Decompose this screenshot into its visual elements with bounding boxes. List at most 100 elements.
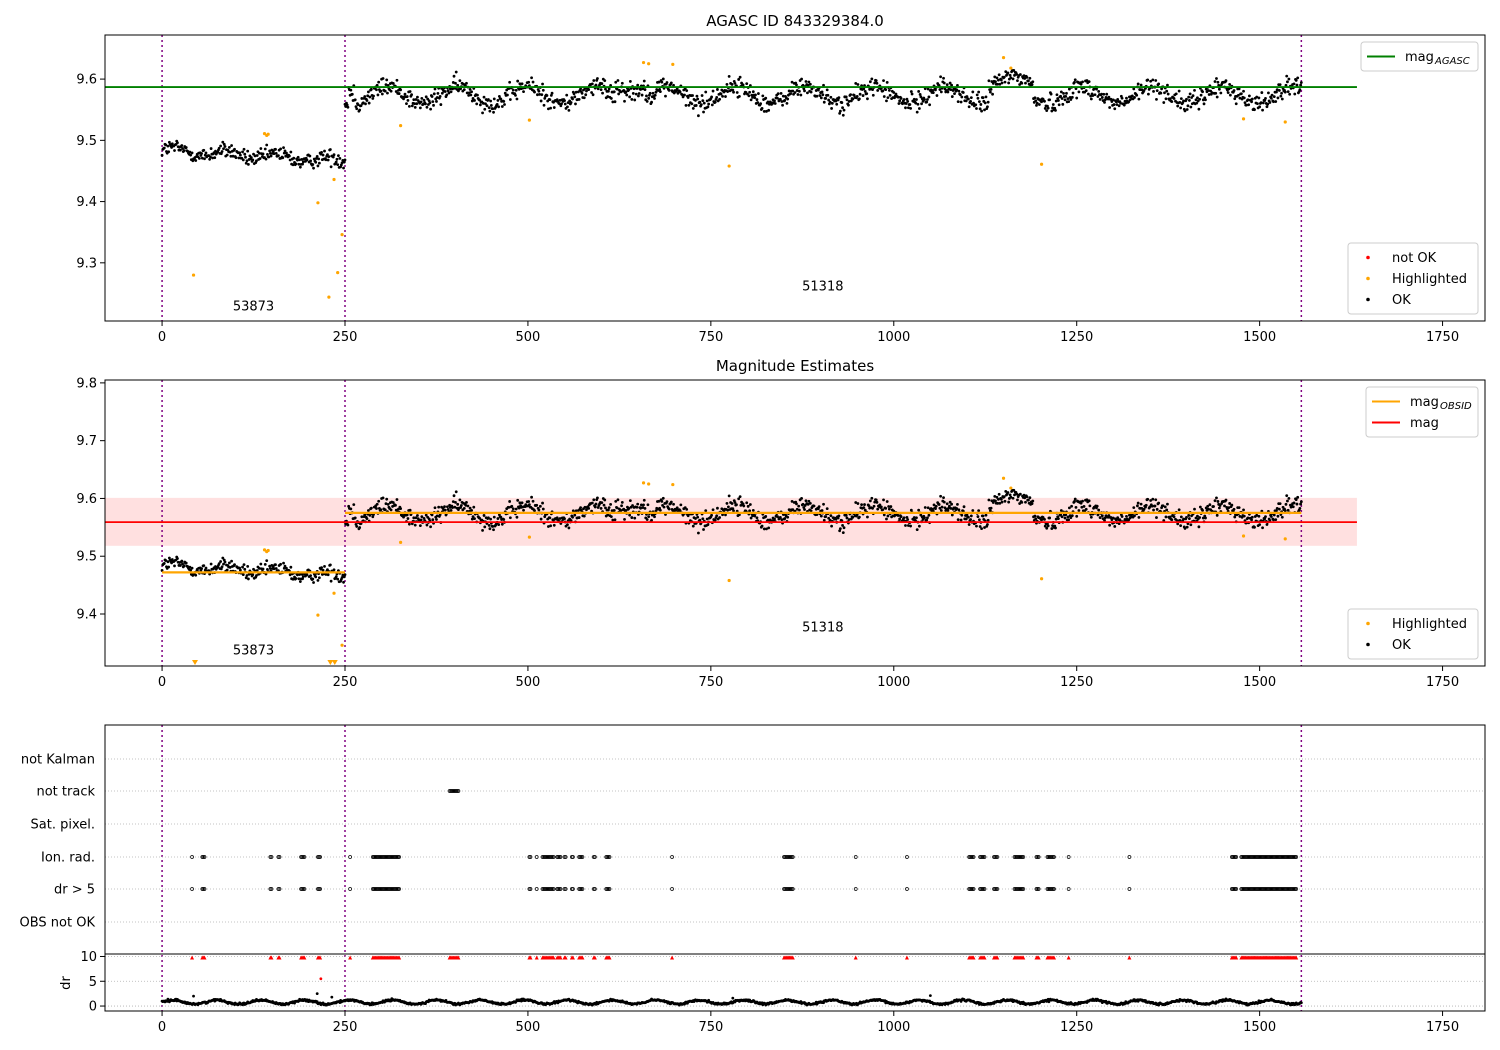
ok-point	[1066, 97, 1070, 100]
highlighted-point	[1039, 162, 1044, 166]
ok-point	[352, 503, 356, 507]
ok-point	[751, 514, 754, 518]
ok-point	[987, 498, 991, 502]
ok-point	[995, 76, 999, 80]
ok-point	[298, 158, 302, 162]
ok-point	[704, 509, 708, 513]
ok-point	[882, 79, 885, 83]
ok-point	[881, 89, 885, 93]
ok-point	[1204, 98, 1207, 102]
flag-point	[456, 789, 461, 793]
ok-point	[857, 97, 861, 101]
legend-label-subscript: AGASC	[1434, 56, 1470, 67]
ok-point	[925, 518, 929, 522]
ok-point	[255, 154, 259, 157]
ok-point	[249, 156, 253, 159]
ok-point	[868, 80, 872, 84]
ok-point	[265, 559, 269, 563]
ok-point	[464, 503, 468, 507]
ok-point	[983, 108, 986, 112]
flag-point	[201, 855, 206, 859]
ok-point	[606, 513, 610, 517]
ok-point	[650, 100, 653, 104]
ok-point	[841, 524, 844, 527]
ok-point	[481, 101, 485, 105]
ok-point	[1133, 96, 1136, 99]
ok-point	[690, 102, 694, 106]
ok-point	[637, 94, 640, 98]
ok-point	[767, 108, 771, 112]
ok-point	[279, 147, 283, 151]
ok-point	[580, 91, 584, 95]
flag-point	[277, 887, 282, 891]
ok-point	[516, 79, 520, 83]
ok-point	[667, 507, 671, 511]
ok-point	[1142, 89, 1146, 92]
ok-point	[654, 509, 658, 513]
panel1-frame	[104, 34, 1486, 322]
ok-point	[489, 99, 493, 103]
ok-point	[1189, 523, 1193, 527]
ok-point	[456, 83, 460, 87]
ok-point	[928, 103, 932, 107]
flag-point	[580, 855, 585, 859]
ok-point	[367, 509, 370, 512]
ok-point	[538, 504, 542, 508]
ok-point	[272, 567, 276, 571]
ok-point	[704, 90, 708, 94]
ok-point	[204, 151, 208, 155]
flag-point	[301, 855, 306, 859]
ok-point	[491, 107, 495, 111]
ok-point	[1007, 81, 1011, 85]
ok-point	[854, 501, 858, 504]
ok-point	[563, 102, 567, 106]
ok-point	[845, 98, 849, 102]
ok-point	[856, 83, 860, 86]
ok-point	[669, 500, 673, 504]
ok-point	[334, 160, 338, 164]
ok-point	[363, 95, 367, 98]
ok-point	[343, 573, 347, 577]
ok-point	[1024, 500, 1027, 504]
ok-point	[1057, 517, 1060, 521]
ok-point	[991, 81, 995, 85]
ok-point	[298, 573, 302, 576]
ok-point	[1189, 105, 1193, 109]
ok-point	[440, 91, 444, 95]
ok-point	[1298, 506, 1302, 510]
flag-point	[1294, 887, 1299, 891]
ok-point	[697, 114, 700, 118]
ok-point	[516, 498, 520, 502]
ok-point	[855, 95, 859, 98]
ok-point	[997, 78, 1000, 82]
ok-point	[939, 90, 943, 94]
ok-point	[263, 147, 267, 151]
ok-point	[776, 92, 780, 96]
ok-point	[1268, 519, 1272, 522]
ok-point	[1035, 103, 1038, 107]
ok-point	[363, 513, 367, 517]
ok-point	[1140, 88, 1144, 92]
ok-point	[628, 499, 632, 503]
ok-point	[408, 508, 412, 512]
ok-point	[642, 498, 646, 502]
ok-point	[500, 105, 504, 108]
ok-point	[1215, 513, 1219, 517]
ok-point	[1054, 108, 1057, 112]
ok-point	[766, 100, 770, 104]
legend-box	[1347, 608, 1479, 660]
highlighted-point	[527, 118, 531, 122]
x-tick-label: 1750	[1426, 330, 1459, 345]
flag-point	[557, 855, 562, 859]
ok-point	[244, 155, 247, 159]
x-tick-label: 1500	[1243, 330, 1276, 345]
ok-point	[425, 523, 429, 527]
highlighted-point	[336, 271, 340, 275]
ok-point	[1061, 102, 1065, 106]
ok-point	[658, 90, 662, 93]
ok-point	[732, 509, 735, 513]
ok-point	[751, 508, 755, 512]
ok-point	[1275, 90, 1278, 94]
ok-point	[1261, 526, 1264, 530]
ok-point	[1216, 80, 1220, 84]
